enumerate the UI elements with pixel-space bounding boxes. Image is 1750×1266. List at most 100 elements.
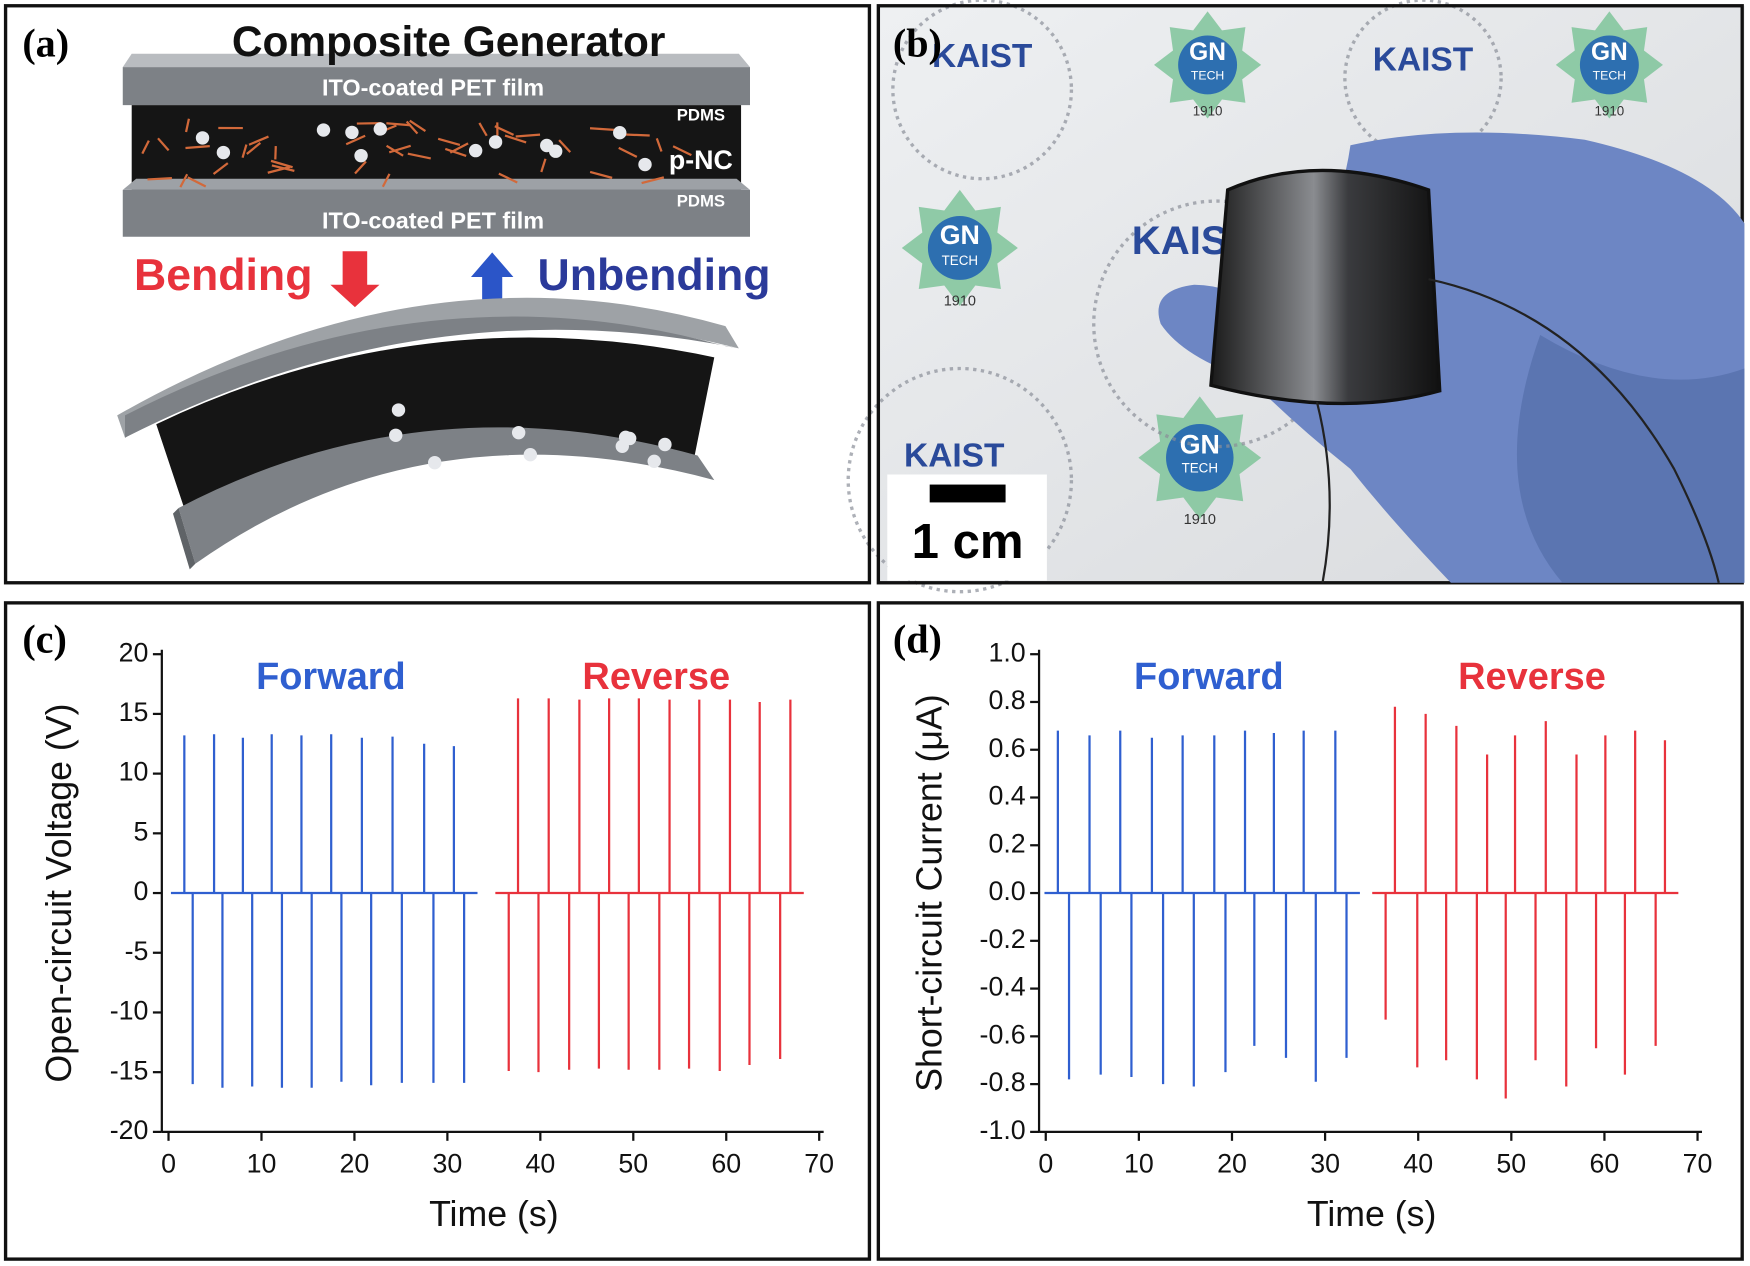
nanowire (641, 176, 665, 185)
logo-text: KAIST (1373, 41, 1474, 78)
y-tick-label: 1.0 (988, 637, 1025, 667)
logo-text: 1910 (1594, 103, 1624, 118)
nanocomposite (131, 105, 742, 193)
logo-text: TECH (1191, 68, 1224, 82)
nanowire (407, 152, 431, 160)
y-tick-label: 0 (134, 876, 149, 906)
logo-text: 1910 (1193, 103, 1223, 118)
particle (216, 145, 231, 160)
x-tick-label: 0 (161, 1148, 176, 1178)
nanowire (147, 177, 172, 181)
logo-text: KAIST (904, 438, 1005, 475)
logo-disc (1579, 35, 1639, 95)
logo-disc (1178, 35, 1238, 95)
nanowire (184, 118, 191, 133)
unbending-label: Unbending (538, 251, 771, 300)
y-tick-label: 0.6 (988, 733, 1025, 763)
y-tick-label: -0.2 (980, 924, 1026, 954)
pdms-label: PDMS (677, 192, 725, 211)
nanowire (558, 139, 572, 153)
particle (658, 437, 672, 452)
legend-label: Reverse (1458, 656, 1606, 698)
y-tick-label: -1.0 (980, 1115, 1026, 1145)
x-tick-label: 30 (432, 1148, 462, 1178)
legend-label: Reverse (582, 656, 730, 698)
y-tick-label: 0.4 (988, 781, 1025, 811)
y-tick-label: 0.2 (988, 828, 1025, 858)
x-tick-label: 10 (247, 1148, 277, 1178)
nanowire (354, 160, 367, 175)
nanowire (185, 145, 210, 150)
particle (638, 157, 652, 172)
particle (428, 455, 442, 470)
arrow-down (330, 251, 380, 308)
film-label: ITO-coated PET film (322, 207, 544, 233)
panel-label: (a) (22, 20, 69, 65)
x-tick-label: 30 (1310, 1148, 1340, 1178)
nanowire (589, 127, 615, 131)
nanowire (345, 134, 366, 146)
panel-frame (3, 601, 872, 1261)
particle (391, 403, 406, 417)
scale-bar (929, 484, 1006, 503)
nanowire (248, 135, 269, 146)
particle (511, 425, 526, 440)
nanowire (444, 147, 467, 158)
nanowire (405, 120, 419, 135)
y-tick-label: -0.8 (980, 1067, 1026, 1097)
particle (389, 428, 403, 442)
nanowire (672, 145, 692, 157)
nanowire (246, 141, 262, 155)
logo-ring (846, 366, 1074, 594)
x-tick-label: 40 (525, 1148, 555, 1178)
film-top-face (122, 53, 750, 68)
x-tick-label: 60 (711, 1148, 741, 1178)
x-tick-label: 60 (1590, 1148, 1620, 1178)
arrow-up (470, 252, 514, 308)
nanowire (589, 170, 613, 179)
logo-ring (1343, 0, 1503, 159)
nanowire (478, 122, 488, 137)
x-tick-label: 70 (804, 1148, 834, 1178)
x-tick-label: 50 (1496, 1148, 1526, 1178)
film-label: ITO-coated PET film (322, 75, 544, 101)
logo-ring (891, 0, 1074, 181)
charts: -20 -15 -10 -5 0 5 10 15 20 0 10 20 30 40 50 60 70 Time (… (39, 637, 1713, 1234)
bent-film-bottom (178, 427, 715, 564)
y-tick-label: -20 (110, 1115, 149, 1145)
nanowire (187, 176, 207, 188)
y-axis-title: Open-circuit Voltage (V) (39, 704, 79, 1083)
logo-text: GN (1591, 39, 1628, 66)
film-front (122, 189, 750, 237)
photo-foreground (887, 132, 1745, 584)
nanowire (386, 122, 411, 127)
logo-text: TECH (1593, 68, 1626, 82)
nanowire (179, 173, 189, 188)
logo-text: GN (1180, 430, 1220, 460)
x-tick-label: 20 (1217, 1148, 1247, 1178)
nanowire (515, 133, 541, 138)
logo-text: TECH (1182, 460, 1218, 475)
wire (1428, 278, 1720, 584)
nanowire (625, 133, 650, 137)
x-tick-label: 20 (340, 1148, 370, 1178)
y-tick-label: 15 (119, 697, 149, 727)
nanowire (141, 140, 150, 155)
logo-text: GN (1189, 39, 1226, 66)
panel-label: (b) (893, 20, 942, 65)
y-tick-label: 20 (119, 637, 149, 667)
nanowire (449, 142, 469, 154)
particle (354, 148, 368, 163)
nanowire (504, 134, 527, 144)
bending-label: Bending (134, 251, 312, 300)
legend-label: Forward (256, 656, 406, 698)
film-front (122, 67, 750, 106)
wire (1315, 401, 1331, 583)
particle (647, 454, 661, 468)
logo-text: 1910 (944, 293, 976, 309)
panel-label: (d) (893, 616, 942, 661)
scale-bar-label: 1 cm (912, 515, 1024, 569)
nanowire (157, 137, 170, 152)
diagram-title: Composite Generator (232, 18, 666, 65)
